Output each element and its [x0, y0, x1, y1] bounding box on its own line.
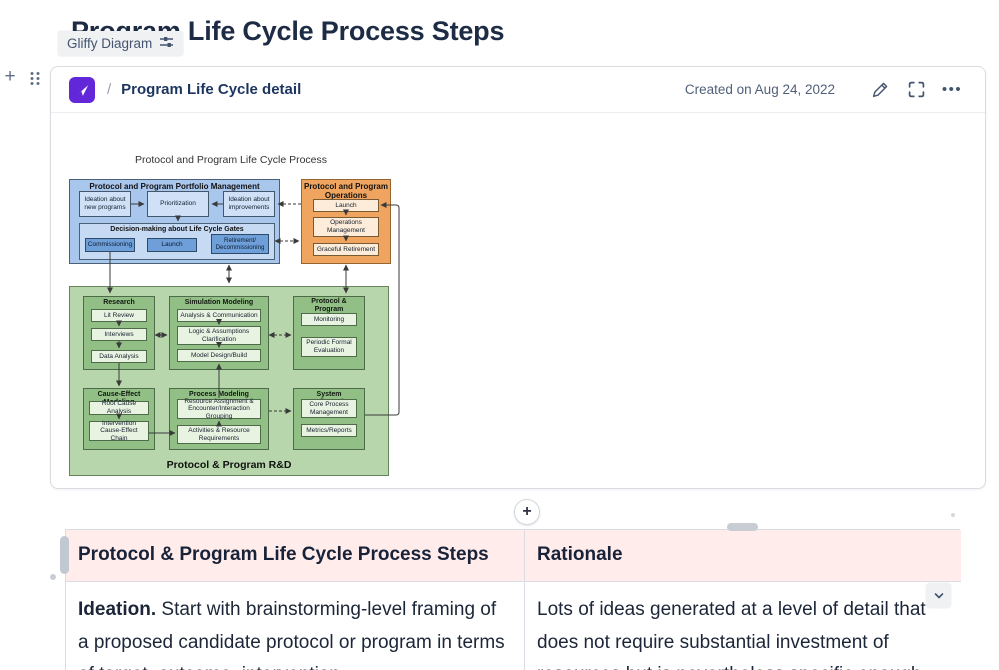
- simulation-title: Simulation Modeling: [184, 299, 254, 306]
- edit-pencil-icon[interactable]: [869, 79, 891, 101]
- research-title: Research: [103, 299, 135, 306]
- box-interviews: Interviews: [91, 328, 147, 341]
- table-header-row: Protocol & Program Life Cycle Process St…: [66, 530, 961, 582]
- section-protocol-program-evaluation: [293, 296, 365, 370]
- gate-commissioning: Commissioning: [85, 238, 135, 252]
- box-intervention-cause-effect-chain: Intervention Cause-Effect Chain: [89, 420, 149, 442]
- box-model-design-build: Model Design/Build: [177, 349, 261, 362]
- box-graceful-retirement: Graceful Retirement: [313, 243, 379, 256]
- step-name: Ideation.: [78, 599, 157, 620]
- box-prioritization: Prioritization: [147, 191, 209, 217]
- portfolio-title: Protocol and Program Portfolio Managemen…: [89, 182, 260, 191]
- box-lit-review: Lit Review: [91, 309, 147, 322]
- step-description: Start with brainstorming-level framing o…: [78, 599, 505, 670]
- header-cell-rationale[interactable]: Rationale: [525, 530, 961, 582]
- table-right-dot: [951, 513, 955, 517]
- table-body-row: Ideation. Start with brainstorming-level…: [66, 582, 961, 670]
- collapse-chevron-button[interactable]: [926, 583, 951, 608]
- chevron-down-icon: [934, 592, 943, 598]
- gliffy-embed-card: / Program Life Cycle detail Created on A…: [50, 66, 986, 489]
- rnd-label: Protocol & Program R&D: [166, 459, 292, 471]
- fullscreen-icon[interactable]: [905, 79, 927, 101]
- header-cell-process-steps[interactable]: Protocol & Program Life Cycle Process St…: [66, 530, 525, 582]
- box-ideation-new-programs: Ideation about new programs: [79, 191, 131, 217]
- embed-title-link[interactable]: Program Life Cycle detail: [121, 81, 302, 98]
- decision-gates-title: Decision-making about Life Cycle Gates: [110, 225, 244, 233]
- drag-handle-icon[interactable]: [29, 71, 41, 86]
- box-logic-assumptions: Logic & Assumptions Clarification: [177, 326, 261, 345]
- box-data-analysis: Data Analysis: [91, 350, 147, 363]
- box-ideation-improvements: Ideation about improvements: [223, 191, 275, 217]
- box-metrics-reports: Metrics/Reports: [301, 424, 357, 437]
- gate-retirement-decommissioning: Retirement/ Decommissioning: [211, 234, 269, 254]
- created-date: Created on Aug 24, 2022: [684, 82, 835, 97]
- box-operations-management: Operations Management: [313, 217, 379, 237]
- rationale-text: Lots of ideas generated at a level of de…: [537, 599, 926, 670]
- gliffy-logo-icon: [69, 76, 95, 103]
- diagram-title: Protocol and Program Life Cycle Process: [135, 154, 327, 166]
- box-root-cause-analysis: Root Cause Analysis: [89, 400, 149, 415]
- box-launch: Launch: [313, 199, 379, 212]
- box-analysis-communication: Analysis & Communication: [177, 309, 261, 322]
- section-system-configuration: [293, 388, 365, 450]
- gliffy-diagram-chip[interactable]: Gliffy Diagram: [58, 31, 184, 56]
- breadcrumb-slash: /: [107, 81, 112, 98]
- operations-title: Protocol and Program Operations: [303, 182, 388, 201]
- gate-launch: Launch: [147, 238, 197, 252]
- table-left-dot: [50, 574, 56, 580]
- embed-header: / Program Life Cycle detail Created on A…: [51, 67, 985, 113]
- box-periodic-formal-evaluation: Periodic Formal Evaluation: [301, 337, 357, 357]
- box-core-process-management: Core Process Management: [301, 399, 357, 418]
- box-activities-resource-requirements: Activities & Resource Requirements: [177, 425, 261, 444]
- table-row-drag-handle[interactable]: [60, 536, 69, 574]
- insert-block-button[interactable]: +: [514, 499, 540, 525]
- process-steps-table: Protocol & Program Life Cycle Process St…: [65, 529, 961, 670]
- insert-content-button[interactable]: +: [4, 66, 16, 87]
- gliffy-diagram-preview[interactable]: Protocol and Program Life Cycle Process …: [66, 153, 411, 485]
- gliffy-chip-label: Gliffy Diagram: [67, 36, 153, 51]
- box-monitoring: Monitoring: [301, 313, 357, 326]
- table-column-drag-handle[interactable]: [727, 523, 758, 531]
- more-options-icon[interactable]: •••: [941, 80, 963, 98]
- box-resource-assignment-grouping: Resource Assignment & Encounter/Interact…: [177, 398, 261, 420]
- sliders-settings-icon: [159, 35, 174, 52]
- cell-ideation-rationale[interactable]: Lots of ideas generated at a level of de…: [525, 582, 961, 670]
- cell-ideation-step[interactable]: Ideation. Start with brainstorming-level…: [66, 582, 525, 670]
